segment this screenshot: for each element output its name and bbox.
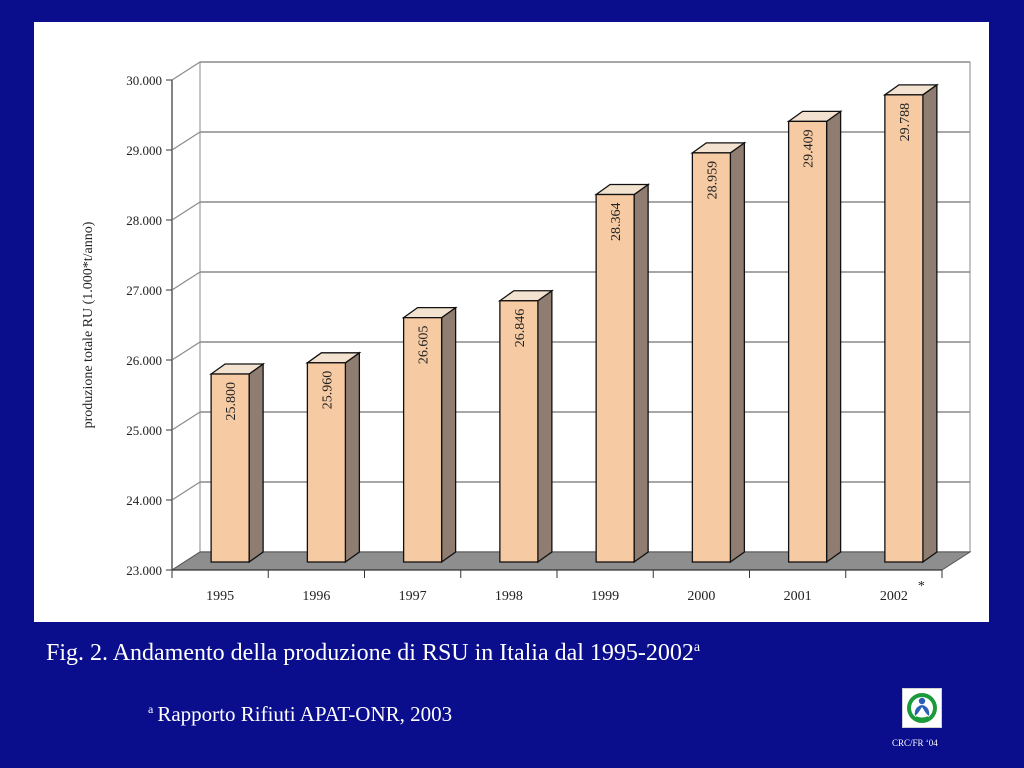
y-tick-label: 25.000 bbox=[126, 423, 162, 438]
x-tick-label: 1999 bbox=[591, 589, 619, 604]
y-tick-label: 30.000 bbox=[126, 73, 162, 88]
bar bbox=[595, 193, 635, 563]
y-tick-label: 28.000 bbox=[126, 213, 162, 228]
chart-panel: 23.000 24.000 25.000 26.000 27.000 28.000 29.0… bbox=[34, 22, 989, 622]
bar-side bbox=[633, 183, 649, 564]
bar bbox=[306, 362, 347, 563]
source-text: Rapporto Rifiuti APAT-ONR, 2003 bbox=[157, 702, 453, 726]
y-axis-label: produzione totale RU (1.000*t/anno) bbox=[81, 221, 96, 428]
bar-value-label: 28.959 bbox=[705, 161, 720, 200]
bar-value-label: 25.960 bbox=[320, 371, 335, 410]
x-tick-label: 1997 bbox=[399, 589, 427, 604]
x-tick-label: 1998 bbox=[495, 589, 523, 604]
footer-code: CRC/FR ‘04 bbox=[892, 738, 938, 748]
bar-value-label: 28.364 bbox=[609, 203, 624, 242]
bar-side bbox=[344, 351, 361, 564]
y-tick-label: 26.000 bbox=[126, 353, 162, 368]
figure-caption: Fig. 2. Andamento della produzione di RS… bbox=[46, 640, 700, 667]
bar-side bbox=[537, 289, 553, 564]
source-footnote-marker: a bbox=[148, 702, 154, 716]
logo-emblem-icon bbox=[907, 693, 937, 723]
y-tick-label: 29.000 bbox=[126, 143, 162, 158]
bar-value-label: 29.409 bbox=[802, 129, 817, 168]
x-tick-label: 1996 bbox=[302, 589, 330, 604]
y-tick-label: 23.000 bbox=[126, 563, 162, 578]
chart-floor bbox=[170, 551, 972, 571]
bar-side bbox=[825, 110, 842, 564]
bar bbox=[402, 316, 443, 563]
gridline-side bbox=[171, 271, 201, 291]
bar bbox=[691, 152, 732, 563]
x-tick-label: 2000 bbox=[687, 589, 715, 604]
gridline-side bbox=[171, 341, 201, 361]
gridline-side bbox=[171, 131, 201, 151]
bar-value-label: 29.788 bbox=[898, 103, 913, 142]
x-tick-label: 1995 bbox=[206, 589, 234, 604]
gridline-side bbox=[171, 61, 201, 81]
y-tick-label: 24.000 bbox=[126, 493, 162, 508]
y-tick-label: 27.000 bbox=[126, 283, 162, 298]
bar bbox=[499, 300, 539, 563]
gridline-side bbox=[171, 201, 201, 221]
bar bbox=[884, 94, 924, 563]
caption-text: Fig. 2. Andamento della produzione di RS… bbox=[46, 640, 694, 666]
gridline-side bbox=[171, 411, 201, 431]
source-note: a Rapporto Rifiuti APAT-ONR, 2003 bbox=[148, 702, 452, 727]
x-tick-label: 2001 bbox=[784, 589, 812, 604]
bar-value-label: 26.846 bbox=[513, 309, 528, 348]
bar-side bbox=[922, 83, 938, 564]
x-tick-note: * bbox=[918, 579, 925, 594]
x-tick-label: 2002 bbox=[880, 589, 908, 604]
bar-chart: 23.000 24.000 25.000 26.000 27.000 28.000 29.0… bbox=[81, 61, 972, 604]
bar-side bbox=[440, 306, 457, 564]
gridline-side bbox=[171, 481, 201, 501]
bar-side bbox=[729, 141, 746, 564]
bar-value-label: 25.800 bbox=[224, 382, 239, 421]
bar-value-label: 26.605 bbox=[417, 326, 432, 365]
bar bbox=[210, 373, 250, 563]
bar-side bbox=[248, 362, 264, 564]
bar bbox=[787, 120, 828, 563]
organization-logo bbox=[902, 688, 942, 728]
caption-footnote-marker: a bbox=[693, 640, 701, 655]
